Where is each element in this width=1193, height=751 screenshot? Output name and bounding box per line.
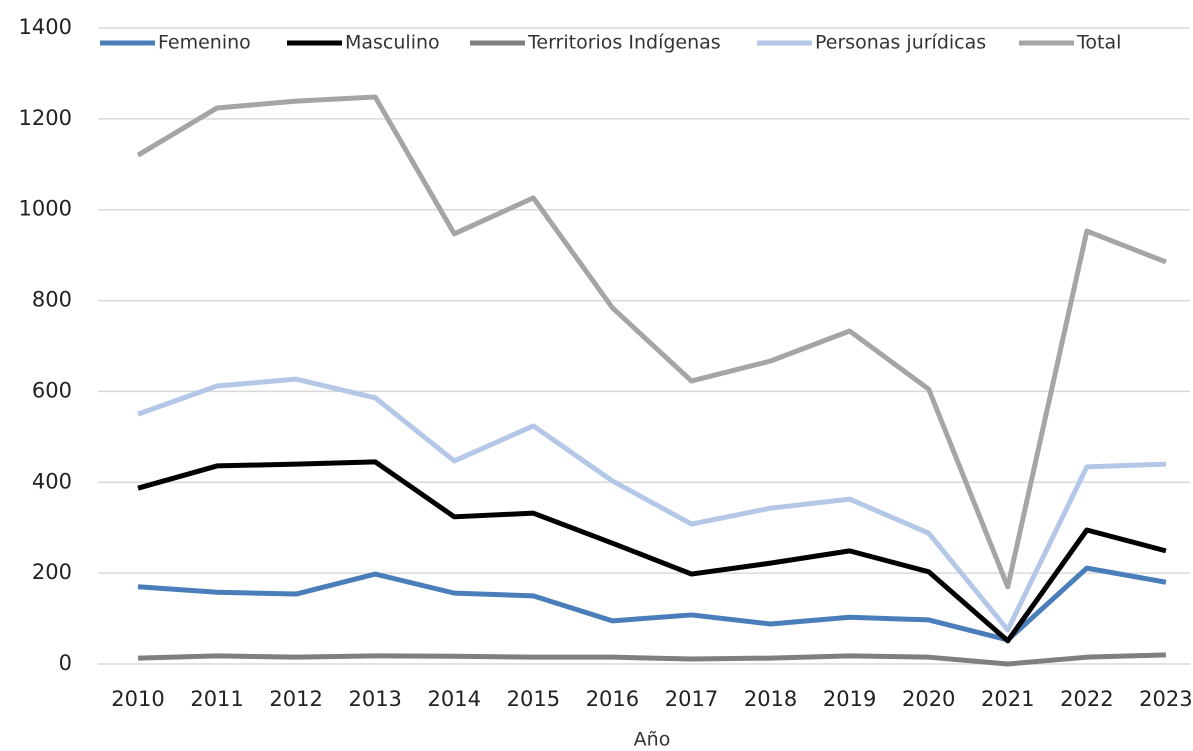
legend-label: Total [1076, 32, 1121, 54]
x-tick-label: 2023 [1139, 687, 1192, 711]
y-tick-label: 1400 [19, 15, 72, 39]
series-line [137, 652, 1166, 667]
legend-label: Femenino [158, 32, 251, 54]
y-tick-label: 1200 [19, 106, 72, 130]
x-tick-label: 2012 [269, 687, 322, 711]
legend-label: Territorios Indígenas [527, 32, 721, 54]
series-line [137, 459, 1167, 644]
y-tick-label: 0 [59, 651, 72, 675]
x-tick-label: 2020 [902, 687, 955, 711]
series-line [137, 565, 1167, 643]
series-line [136, 94, 1167, 590]
x-tick-label: 2015 [507, 687, 560, 711]
series-line [137, 376, 1166, 633]
x-tick-label: 2019 [823, 687, 876, 711]
y-tick-label: 800 [32, 288, 72, 312]
y-tick-label: 1000 [19, 197, 72, 221]
y-tick-label: 400 [32, 469, 72, 493]
x-axis-label: Año [634, 729, 671, 751]
x-tick-label: 2013 [348, 687, 401, 711]
legend-label: Masculino [345, 32, 440, 54]
x-tick-label: 2017 [665, 687, 718, 711]
y-tick-label: 600 [32, 378, 72, 402]
x-tick-label: 2010 [111, 687, 164, 711]
x-tick-label: 2022 [1060, 687, 1113, 711]
y-tick-label: 200 [32, 560, 72, 584]
x-tick-label: 2016 [586, 687, 639, 711]
x-tick-label: 2014 [428, 687, 481, 711]
x-tick-label: 2018 [744, 687, 797, 711]
x-tick-label: 2011 [190, 687, 243, 711]
legend-label: Personas jurídicas [815, 32, 986, 54]
x-tick-label: 2021 [981, 687, 1034, 711]
